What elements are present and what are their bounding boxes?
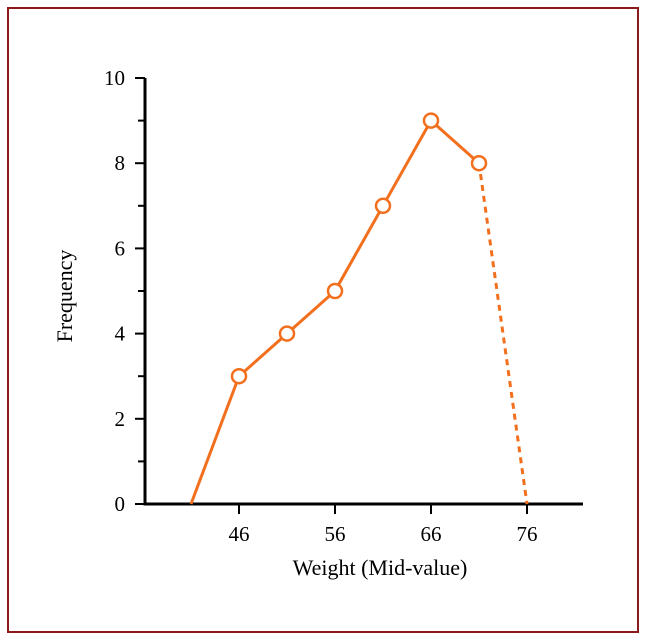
- data-point: [230, 367, 248, 385]
- x-tick-label: 76: [517, 522, 538, 546]
- x-tick-label: 66: [421, 522, 442, 546]
- chart-frame: 0 2 4 6 8 10 46 56 66 76 Weight (Mid-value) Frequ…: [7, 7, 639, 633]
- y-tick-label: 6: [115, 236, 126, 260]
- y-tick-label: 2: [115, 407, 126, 431]
- y-tick-label: 10: [104, 66, 125, 90]
- y-tick-label: 4: [115, 322, 126, 346]
- x-tick-label: 56: [325, 522, 346, 546]
- y-tick-label: 8: [115, 151, 126, 175]
- data-point: [422, 112, 440, 129]
- x-axis-label: Weight (Mid-value): [293, 555, 468, 580]
- data-point: [278, 325, 296, 342]
- data-point: [326, 282, 344, 300]
- y-axis-label: Frequency: [52, 250, 77, 343]
- series-line: [189, 119, 480, 505]
- data-point: [374, 197, 392, 215]
- y-tick-label: 0: [115, 492, 126, 516]
- axes: [135, 77, 583, 514]
- plot-area: [189, 112, 529, 505]
- dashed-segment: [477, 162, 529, 505]
- x-tick-label: 46: [229, 522, 250, 546]
- data-point: [470, 154, 488, 172]
